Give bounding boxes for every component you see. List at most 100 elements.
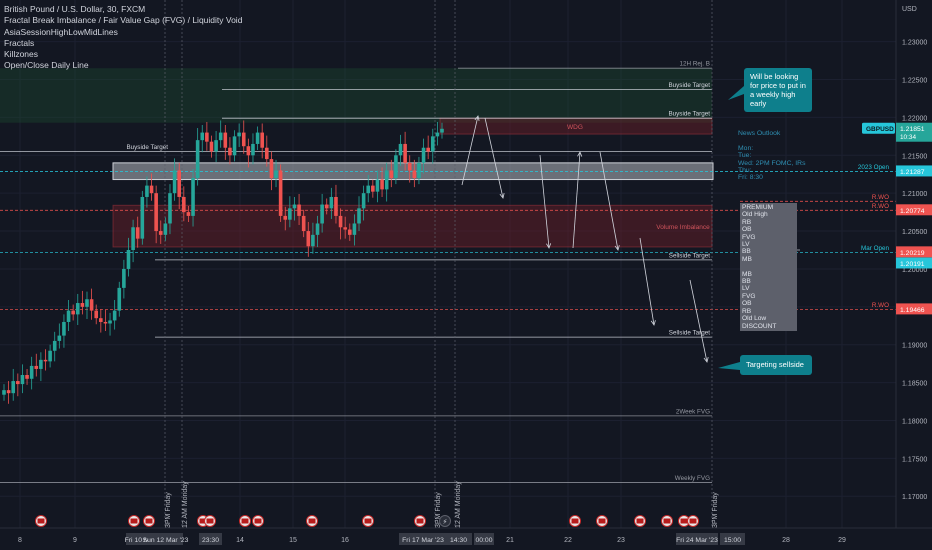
event-flag-icon-inner bbox=[571, 518, 579, 524]
candle-body bbox=[228, 147, 232, 156]
x-tick-label: 28 bbox=[782, 537, 790, 544]
pd-line: LV bbox=[742, 285, 750, 293]
event-flag-icon-inner bbox=[145, 518, 153, 524]
x-highlight-box bbox=[445, 533, 472, 545]
weekly-high-callout[interactable]: Will be looking for price to put in a we… bbox=[744, 68, 812, 112]
event-flag-icon-inner bbox=[206, 518, 214, 524]
targeting-sellside-callout[interactable]: Targeting sellside bbox=[740, 355, 812, 375]
x-highlight-label: Fri 17 Mar '23 bbox=[402, 537, 444, 544]
legend-indicator[interactable]: Fractals bbox=[4, 37, 35, 48]
candle-body bbox=[200, 132, 205, 141]
x-tick-label: 22 bbox=[564, 537, 572, 544]
event-flag-icon-inner bbox=[680, 518, 688, 524]
candle-body bbox=[209, 141, 214, 152]
candle-body bbox=[126, 250, 131, 269]
y-tick-label: 1.22000 bbox=[902, 115, 927, 122]
level-label: Sellside Target bbox=[669, 330, 710, 337]
news-line: Tue: bbox=[738, 152, 752, 160]
x-highlight-box bbox=[720, 533, 745, 545]
level-label: 2Week FVG bbox=[676, 408, 710, 415]
y-tick-label: 1.20500 bbox=[902, 229, 927, 236]
arrow-head bbox=[614, 245, 620, 251]
event-flag-icon-inner bbox=[364, 518, 372, 524]
candle-body bbox=[440, 128, 444, 133]
candle-body bbox=[62, 321, 66, 336]
candle-body bbox=[260, 132, 264, 148]
projection-arrow bbox=[572, 151, 581, 249]
event-flag-icon-inner bbox=[308, 518, 316, 524]
candle-body bbox=[352, 223, 357, 235]
candle-body bbox=[108, 320, 112, 324]
candle-body bbox=[237, 132, 241, 137]
y-axis-panel bbox=[896, 0, 932, 550]
y-tick-label: 1.17000 bbox=[902, 494, 927, 501]
candle-body bbox=[274, 170, 278, 179]
candle-body bbox=[255, 132, 260, 144]
pd-line bbox=[742, 263, 795, 270]
legend-indicator[interactable]: Open/Close Daily Line bbox=[4, 60, 89, 71]
x-tick-label: 16 bbox=[341, 537, 349, 544]
zone-volume-imbalance bbox=[112, 204, 713, 248]
candle-body bbox=[71, 310, 75, 315]
level-label: Buyside Target bbox=[126, 144, 168, 151]
x-highlight-box bbox=[676, 533, 718, 545]
pd-line: RB bbox=[742, 218, 752, 226]
pd-line: RB bbox=[742, 307, 752, 315]
legend-indicator[interactable]: Fractal Break Imbalance / Fair Value Gap… bbox=[4, 15, 243, 26]
candle-body bbox=[311, 234, 315, 247]
x-highlight-label: 23:30 bbox=[202, 537, 219, 544]
candle-body bbox=[384, 170, 389, 190]
candle-body bbox=[145, 185, 149, 197]
candle-body bbox=[361, 193, 366, 209]
candle-body bbox=[232, 136, 237, 156]
candle-body bbox=[43, 359, 48, 362]
level-label: R.WO bbox=[872, 203, 889, 210]
legend-indicator[interactable]: Killzones bbox=[4, 49, 39, 60]
candle-body bbox=[412, 170, 417, 179]
y-tick-label: 1.21500 bbox=[902, 153, 927, 160]
candle-body bbox=[389, 170, 394, 179]
candle-body bbox=[283, 215, 288, 220]
pd-line: Old Low bbox=[742, 315, 767, 323]
zone-label: Volume Imbalance bbox=[656, 224, 710, 231]
news-line: News Outlook bbox=[738, 130, 781, 137]
price-label: 1.20219 bbox=[900, 250, 925, 257]
legend-title[interactable]: British Pound / U.S. Dollar, 30, FXCM bbox=[4, 4, 146, 14]
candle-body bbox=[430, 136, 435, 152]
level-label: R.WO bbox=[872, 194, 889, 201]
y-tick-label: 1.18000 bbox=[902, 418, 927, 425]
candle-body bbox=[301, 215, 306, 232]
candle-body bbox=[205, 132, 209, 142]
level-label: Buyside Target bbox=[668, 82, 710, 89]
level-label: 2023 Open bbox=[858, 164, 890, 171]
arrow-head bbox=[703, 357, 709, 363]
pd-line: LV bbox=[742, 241, 750, 249]
x-highlight-label: Fri 10 Mar '23 bbox=[125, 537, 167, 544]
last-price-box bbox=[896, 122, 932, 142]
session-label: 3PM Friday bbox=[165, 492, 172, 528]
candle-body bbox=[94, 310, 99, 319]
candle-body bbox=[48, 350, 52, 362]
symbol-tag-text: GBPUSD bbox=[866, 126, 894, 133]
news-line bbox=[738, 137, 805, 144]
x-highlight-label: Sun 12 Mar '23 bbox=[143, 537, 189, 544]
candle-body bbox=[186, 212, 191, 216]
candle-body bbox=[380, 179, 384, 190]
projection-arrow bbox=[639, 237, 655, 326]
candle-body bbox=[417, 162, 421, 179]
event-flag-icon-inner bbox=[241, 518, 249, 524]
last-price-label: 1.21851 bbox=[900, 126, 925, 133]
candle-body bbox=[320, 204, 324, 224]
pd-line: PREMIUM bbox=[742, 204, 774, 211]
candle-body bbox=[329, 196, 334, 209]
legend-indicator[interactable]: AsiaSessionHighLowMidLines bbox=[4, 26, 118, 37]
event-flag-icon-inner bbox=[199, 518, 207, 524]
x-tick-label: 14 bbox=[236, 537, 244, 544]
price-label-box bbox=[896, 257, 932, 269]
pd-line: FVG bbox=[742, 233, 756, 241]
candle-body bbox=[366, 185, 371, 194]
news-outlook-panel: News Outlook Mon: Tue: Wed: 2PM FOMC, IR… bbox=[738, 130, 805, 182]
session-label: 3PM Friday bbox=[712, 492, 719, 528]
x-highlight-box bbox=[474, 533, 494, 545]
y-tick-label: 1.22500 bbox=[902, 78, 927, 85]
